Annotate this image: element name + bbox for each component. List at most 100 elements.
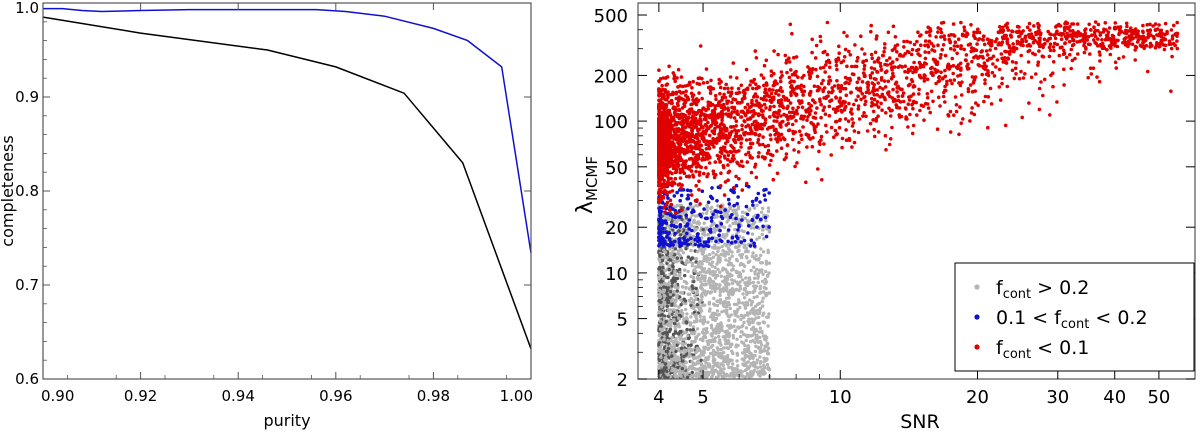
scatter-point (685, 95, 690, 99)
scatter-point (906, 125, 910, 129)
scatter-point (758, 291, 762, 295)
scatter-point (715, 309, 720, 313)
scatter-point (657, 332, 662, 337)
scatter-point (821, 108, 826, 113)
scatter-point (677, 305, 681, 309)
scatter-point (700, 189, 705, 193)
scatter-point (744, 138, 749, 142)
scatter-point (690, 210, 694, 215)
scatter-point (657, 235, 661, 239)
scatter-point (721, 302, 726, 307)
scatter-point (673, 325, 677, 329)
scatter-point (686, 292, 690, 296)
scatter-point (843, 47, 848, 52)
scatter-point (679, 276, 683, 281)
scatter-point (766, 352, 770, 356)
scatter-point (906, 102, 911, 106)
scatter-point (694, 350, 698, 355)
scatter-point (909, 78, 914, 82)
scatter-point (686, 343, 690, 347)
scatter-point (951, 71, 955, 76)
scatter-point (748, 364, 752, 368)
scatter-point (797, 129, 802, 134)
scatter-point (759, 340, 763, 344)
scatter-point (856, 55, 860, 60)
scatter-point (701, 81, 706, 85)
scatter-point (720, 268, 725, 272)
scatter-point (941, 94, 946, 99)
scatter-point (745, 290, 749, 294)
scatter-point (694, 169, 698, 174)
left-x-axis-title: purity (263, 411, 310, 430)
scatter-point (1075, 22, 1080, 26)
scatter-point (860, 47, 864, 51)
scatter-point (741, 236, 745, 240)
scatter-point (736, 274, 741, 279)
scatter-point (660, 342, 664, 347)
scatter-point (702, 171, 706, 176)
scatter-point (737, 177, 741, 181)
scatter-point (713, 160, 718, 164)
scatter-point (721, 360, 726, 364)
scatter-point (713, 126, 717, 131)
scatter-point (787, 60, 792, 64)
scatter-point (910, 47, 915, 52)
scatter-point (965, 31, 969, 35)
scatter-point (746, 231, 750, 235)
scatter-point (753, 328, 757, 332)
scatter-point (829, 153, 833, 157)
scatter-point (703, 233, 707, 237)
scatter-point (746, 360, 751, 364)
scatter-point (727, 331, 731, 335)
scatter-point (742, 296, 747, 300)
scatter-point (690, 94, 695, 99)
scatter-point (728, 306, 732, 311)
scatter-point (675, 190, 679, 195)
scatter-point (839, 108, 843, 113)
scatter-point (718, 228, 722, 233)
scatter-point (1170, 54, 1174, 59)
scatter-point (739, 240, 743, 244)
scatter-point (762, 321, 767, 325)
scatter-point (741, 278, 745, 282)
scatter-point (674, 355, 678, 359)
scatter-point (726, 314, 730, 318)
scatter-point (717, 233, 721, 237)
scatter-point (676, 347, 680, 351)
scatter-point (1148, 45, 1152, 49)
scatter-point (754, 316, 758, 320)
scatter-point (752, 360, 756, 364)
scatter-point (968, 119, 972, 123)
scatter-point (751, 86, 755, 91)
scatter-point (710, 205, 714, 210)
scatter-point (757, 315, 761, 320)
scatter-point (943, 68, 947, 73)
scatter-point (678, 198, 682, 203)
scatter-point (718, 338, 722, 342)
scatter-point (728, 205, 733, 209)
scatter-point (801, 125, 805, 129)
y-tick-label: 0.7 (15, 276, 39, 294)
scatter-point (926, 106, 931, 110)
scatter-point (837, 51, 841, 55)
scatter-point (711, 255, 716, 259)
scatter-point (684, 89, 688, 94)
scatter-point (1072, 42, 1076, 47)
scatter-point (689, 321, 693, 325)
scatter-point (800, 105, 805, 110)
scatter-point (658, 213, 662, 218)
scatter-point (700, 96, 704, 101)
scatter-point (824, 123, 828, 128)
scatter-point (849, 107, 854, 111)
scatter-point (915, 39, 919, 44)
scatter-point (955, 44, 960, 48)
scatter-point (673, 313, 678, 317)
scatter-point (691, 234, 696, 239)
scatter-point (979, 50, 983, 54)
scatter-point (1062, 67, 1066, 72)
scatter-point (663, 268, 667, 273)
scatter-point (1003, 123, 1008, 128)
scatter-point (753, 49, 758, 53)
scatter-point (784, 152, 789, 156)
scatter-point (966, 87, 971, 91)
